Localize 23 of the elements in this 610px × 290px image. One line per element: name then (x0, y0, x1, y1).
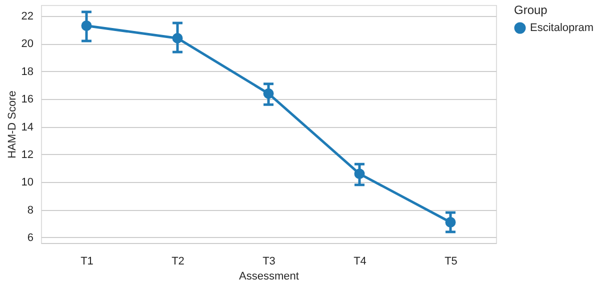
y-tick-label: 22 (21, 10, 34, 23)
x-tick-label: T3 (262, 256, 276, 268)
y-tick-label: 20 (21, 38, 34, 50)
x-tick-label: T1 (80, 256, 94, 268)
y-tick-label: 6 (27, 232, 34, 244)
point (172, 32, 183, 44)
y-tick-label: 10 (21, 176, 34, 189)
y-axis-title: HAM-D Score (6, 90, 18, 158)
point (263, 88, 274, 99)
y-tick-label: 12 (21, 148, 34, 161)
legend-label: Escitalopram (530, 22, 594, 34)
point (445, 217, 456, 228)
y-tick-label: 14 (21, 121, 34, 134)
point (81, 20, 92, 31)
y-tick-label: 16 (21, 94, 34, 106)
x-axis-title: Assessment (239, 270, 299, 282)
x-tick-label: T2 (172, 256, 184, 268)
x-tick-label: T4 (354, 256, 366, 268)
y-tick-label: 8 (27, 204, 34, 216)
point (354, 168, 365, 180)
y-tick-label: 18 (21, 66, 34, 78)
legend-title: Group (514, 3, 548, 17)
x-tick-label: T5 (444, 256, 458, 268)
